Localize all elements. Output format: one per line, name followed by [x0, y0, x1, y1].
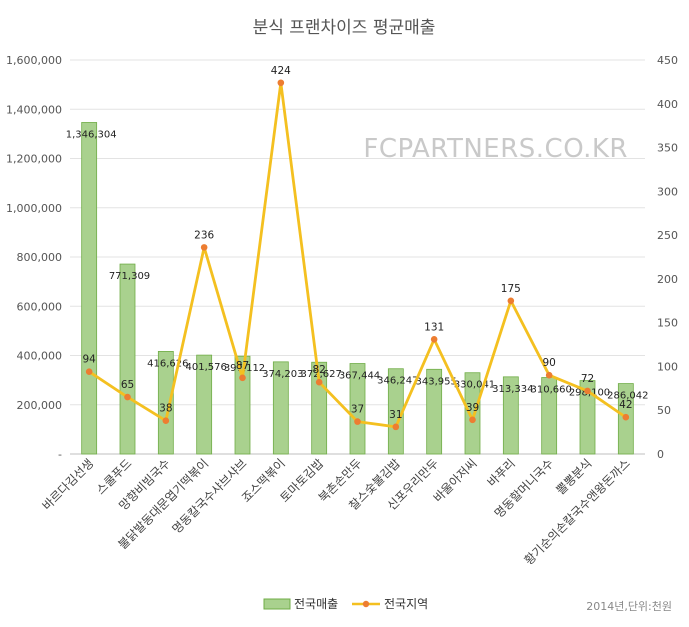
chart-title: 분식 프랜차이즈 평균매출 — [253, 18, 436, 38]
left-tick-label: 1,200,000 — [6, 153, 62, 166]
line-point — [507, 297, 515, 305]
left-axis-ticks: - 200,000 400,000 600,000 800,000 1,000,000 1,… — [6, 54, 62, 461]
line-data-label: 37 — [351, 404, 364, 416]
bar — [234, 355, 251, 455]
line-data-label: 424 — [271, 65, 291, 77]
line-data-label: 65 — [121, 379, 134, 391]
line-point — [584, 387, 591, 395]
bar-data-label: 401,576 — [185, 362, 226, 373]
line-data-label: 90 — [542, 357, 555, 369]
bar — [579, 380, 596, 455]
bar — [81, 122, 98, 455]
line-point — [354, 418, 361, 425]
unit-note: 2014년,단위:천원 — [586, 599, 672, 613]
left-tick-label: 1,000,000 — [6, 202, 62, 215]
bar — [464, 372, 481, 455]
line-data-label: 175 — [501, 283, 521, 295]
line-point — [545, 371, 553, 379]
bar-data-label: 343,955 — [415, 376, 456, 387]
line-data-label: 236 — [194, 229, 214, 241]
bar-data-label: 372,627 — [300, 369, 341, 380]
bar — [196, 354, 213, 455]
bar-data-label: 313,334 — [492, 384, 533, 395]
right-tick-label: 450 — [657, 54, 678, 67]
left-tick-label: 1,400,000 — [6, 103, 62, 116]
bar-data-label: 1,346,304 — [66, 129, 117, 140]
right-tick-label: 400 — [657, 98, 678, 111]
line-point — [124, 393, 131, 401]
left-tick-label: 200,000 — [17, 399, 63, 412]
right-tick-label: 250 — [657, 229, 678, 242]
line-data-label: 131 — [424, 321, 444, 333]
bar-data-label: 310,660 — [530, 384, 571, 395]
category-labels: 바르다김선생스쿨푸드망향비빔국수불닭발동대문엽기떡볶이명동칼국수샤브샤브죠스떡볶… — [40, 456, 633, 567]
right-tick-label: 100 — [657, 360, 678, 373]
line-point — [200, 244, 208, 251]
bar-data-label: 771,309 — [109, 271, 150, 282]
bar-data-label: 374,203 — [262, 369, 303, 380]
bar-data-label: 416,626 — [147, 358, 188, 369]
line-point — [162, 417, 170, 425]
watermark: FCPARTNERS.CO.KR — [363, 134, 628, 164]
category-label: 바푸리 — [485, 456, 518, 489]
line-data-label: 94 — [82, 354, 96, 366]
bar — [272, 361, 289, 455]
right-tick-label: 50 — [657, 404, 671, 417]
line-series: 94 65 38 236 87 424 82 37 31 131 39 175 90 72 42 — [82, 65, 633, 431]
line-data-label: 39 — [466, 402, 479, 414]
line-point — [315, 378, 323, 386]
line-data-label: 42 — [619, 399, 632, 411]
right-axis-ticks: 0 50 100 150 200 250 300 350 400 450 — [657, 54, 678, 461]
legend-bar-swatch — [263, 598, 291, 610]
line-data-label: 82 — [312, 364, 325, 376]
right-tick-label: 0 — [657, 448, 664, 461]
right-tick-label: 150 — [657, 317, 678, 330]
category-label: 바르다김선생 — [40, 456, 97, 513]
line-point — [239, 374, 246, 382]
legend: 전국매출 전국지역 — [263, 597, 428, 611]
legend-bar-label: 전국매출 — [294, 597, 338, 611]
line-point — [392, 423, 400, 431]
bar — [119, 263, 136, 455]
left-tick-label: - — [58, 448, 62, 461]
line-data-label: 38 — [159, 403, 172, 415]
bar — [426, 368, 443, 455]
right-tick-label: 300 — [657, 185, 678, 198]
bar — [349, 363, 366, 455]
bar-data-label: 346,247 — [377, 376, 418, 387]
left-tick-label: 1,600,000 — [6, 54, 62, 67]
category-label: 명동칼국수샤브샤브 — [169, 456, 249, 536]
right-tick-label: 350 — [657, 142, 678, 155]
bar — [502, 376, 519, 455]
line-point — [469, 416, 476, 424]
left-tick-label: 400,000 — [17, 350, 63, 363]
right-tick-label: 200 — [657, 273, 678, 286]
line-data-label: 31 — [389, 409, 402, 421]
bar — [157, 351, 174, 455]
line-point — [85, 368, 93, 375]
bar-data-label: 330,041 — [454, 380, 495, 391]
bar-series: 1,346,304771,309416,626401,576397,112374… — [66, 122, 649, 455]
line-point — [622, 413, 630, 421]
legend-line-marker — [362, 600, 370, 608]
bar-data-label: 367,444 — [339, 371, 380, 382]
bar-data-label: 286,042 — [607, 391, 648, 402]
line-point — [430, 336, 438, 343]
line-data-label: 87 — [236, 360, 249, 372]
left-tick-label: 800,000 — [17, 251, 63, 264]
line-point — [277, 79, 285, 87]
legend-line-label: 전국지역 — [384, 597, 428, 611]
left-tick-label: 600,000 — [17, 300, 63, 313]
line-data-label: 72 — [581, 373, 594, 385]
